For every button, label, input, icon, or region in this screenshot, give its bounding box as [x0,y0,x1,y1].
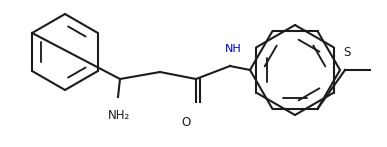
Text: NH₂: NH₂ [108,109,130,122]
Text: O: O [182,116,191,129]
Text: S: S [343,46,351,59]
Text: NH: NH [224,44,241,54]
